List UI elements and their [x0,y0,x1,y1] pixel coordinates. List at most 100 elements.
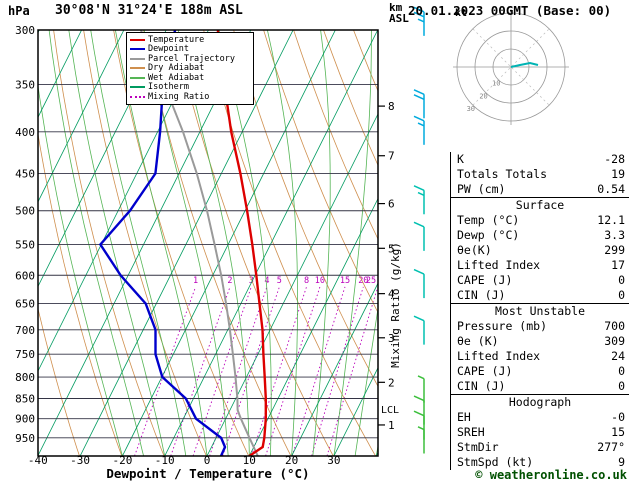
legend-swatch-dewpoint [130,48,145,51]
panel-row-value: 700 [604,319,625,333]
mixing-ratio-value: 3 [249,276,254,286]
panel-row-value: -0 [611,410,625,424]
pressure-tick-label: 950 [15,432,35,445]
hodograph-ring-label: 30 [467,105,475,113]
dewpoint-curve [98,30,227,456]
temperature-tick-label: -20 [112,454,132,467]
mixing-ratio-line [326,286,378,456]
altitude-unit-asl: ASL [389,12,409,25]
panel-row-value: 0 [618,364,625,378]
panel-row-value: 9 [618,455,625,469]
panel-row-label: CIN (J) [457,288,506,302]
panel-row: θe (K) 309 [451,334,629,349]
pressure-tick-label: 850 [15,392,35,405]
panel-row-label: K [457,152,464,166]
mixing-ratio-line [291,286,346,456]
valid-datetime: 20.01.2023 00GMT (Base: 00) [408,3,612,18]
wind-barb-tick [413,410,425,417]
lcl-label: LCL [381,405,399,416]
panel-row-value: 0.54 [597,182,625,196]
altitude-axis-unit: km ASL [389,2,409,24]
pressure-tick-label: 900 [15,413,35,426]
mixing-ratio-line [265,286,321,456]
legend-item: Dewpoint [130,44,250,54]
km-tick-label: 8 [388,100,395,113]
wet-adiabat-line [354,305,378,456]
panel-row-value: 0 [618,273,625,287]
pressure-tick-label: 700 [15,324,35,337]
dry-adiabat-line [293,30,378,240]
panel-row-value: 3.3 [604,228,625,242]
legend-item: Wet Adiabat [130,73,250,83]
panel-row: PW (cm) 0.54 [451,182,629,197]
temperature-tick-label: 20 [285,454,298,467]
copyright: © weatheronline.co.uk [475,468,627,482]
panel-row: StmSpd (kt) 9 [451,455,629,470]
dry-adiabat-line [323,30,378,167]
legend-item: Parcel Trajectory [130,54,250,64]
legend: Temperature Dewpoint Parcel Trajectory Dry … [126,32,254,105]
pressure-axis-unit: hPa [8,4,30,18]
hodograph-ring-label: 20 [479,92,487,100]
panel-row: StmDir 277° [451,440,629,455]
isotherm-line [38,30,82,119]
wind-barb [413,6,425,36]
pressure-tick-label: 500 [15,205,35,218]
wind-barb-tick [413,268,425,275]
panel-row-label: PW (cm) [457,182,506,196]
wind-barb-tick [413,185,425,191]
wind-barb [413,395,425,425]
pressure-tick-label: 450 [15,167,35,180]
panel-row-label: θe (K) [457,334,499,348]
dry-adiabat-line [38,307,80,456]
panel-row: CIN (J) 0 [451,379,629,394]
legend-label: Parcel Trajectory [148,53,235,64]
hodograph-unit-label: kt [455,8,467,19]
wind-barb-half-tick [417,375,425,380]
mixing-ratio-value: 8 [304,276,309,286]
wind-barb-tick [413,11,425,18]
panel-row-label: EH [457,410,471,424]
temperature-tick-label: -40 [28,454,48,467]
mixing-ratio-line [311,286,364,456]
legend-label: Dry Adiabat [148,63,205,74]
wind-barb-half-tick [417,426,425,431]
panel-row: Lifted Index 24 [451,349,629,364]
pressure-tick-label: 750 [15,348,35,361]
mixing-ratio-value: 5 [277,276,282,286]
wind-barb-half-tick [417,191,425,196]
panel-row-label: Dewp (°C) [457,228,520,242]
x-axis-label: Dewpoint / Temperature (°C) [106,466,310,481]
legend-swatch-dry-adiabat [130,67,145,70]
km-tick-label: 6 [388,198,395,211]
temperature-tick-label: 10 [243,454,256,467]
panel-section-header: Hodograph [451,394,629,410]
panel-row-label: Pressure (mb) [457,319,548,333]
parcel-trajectory-curve [139,30,259,456]
panel-row-label: Totals Totals [457,167,548,181]
panel-row-label: CAPE (J) [457,364,513,378]
temperature-curve [216,30,267,456]
panel-row: CAPE (J) 0 [451,273,629,288]
panel-row-value: 0 [618,288,625,302]
legend-swatch-mixing-ratio [130,95,145,98]
wind-barb [413,221,425,251]
panel-row-value: 24 [611,349,625,363]
legend-label: Mixing Ratio [148,91,210,102]
mixing-ratio-axis-label: Mixing Ratio (g/kg) [389,242,402,368]
pressure-tick-label: 650 [15,298,35,311]
wind-barb-half-tick [417,18,425,23]
legend-label: Temperature [148,34,205,45]
wind-barb [417,426,425,454]
wind-barb-tick [413,94,425,100]
panel-row-label: StmDir [457,440,499,454]
wind-barb-tick [413,115,425,122]
legend-swatch-isotherm [130,86,145,89]
legend-label: Wet Adiabat [148,72,205,83]
panel-row: Temp (°C) 12.1 [451,213,629,228]
temperature-tick-label: -30 [70,454,90,467]
wind-barb [413,268,425,299]
wet-adiabat-line [267,30,299,456]
km-tick-label: 1 [388,419,395,432]
